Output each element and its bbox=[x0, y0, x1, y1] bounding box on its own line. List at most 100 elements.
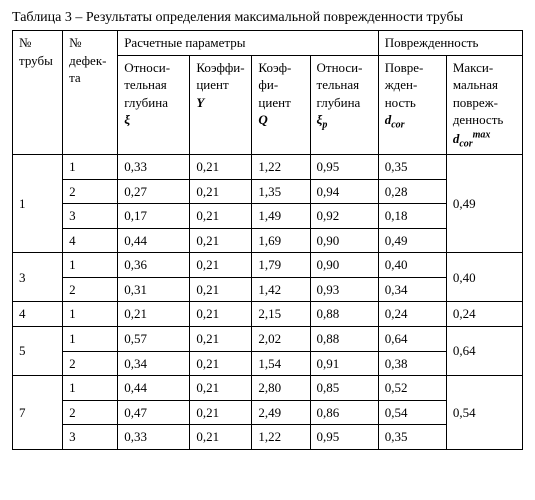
cell-dcor: 0,18 bbox=[378, 204, 446, 229]
col-defect-no: № дефек­та bbox=[63, 31, 118, 155]
cell-dcor: 0,52 bbox=[378, 376, 446, 401]
cell-defect-no: 1 bbox=[63, 253, 118, 278]
table-row: 30,170,211,490,920,18 bbox=[13, 204, 523, 229]
cell-q: 2,49 bbox=[252, 400, 310, 425]
cell-dcor: 0,49 bbox=[378, 228, 446, 253]
cell-y: 0,21 bbox=[190, 179, 252, 204]
col-max-damage: Макси­мальная повреж­денность dcormax bbox=[446, 55, 522, 155]
cell-defect-no: 1 bbox=[63, 302, 118, 327]
cell-xip: 0,85 bbox=[310, 376, 378, 401]
cell-xip: 0,91 bbox=[310, 351, 378, 376]
cell-y: 0,21 bbox=[190, 228, 252, 253]
cell-defect-no: 4 bbox=[63, 228, 118, 253]
cell-xi: 0,33 bbox=[118, 425, 190, 450]
cell-q: 1,79 bbox=[252, 253, 310, 278]
cell-xi: 0,21 bbox=[118, 302, 190, 327]
cell-y: 0,21 bbox=[190, 302, 252, 327]
cell-xi: 0,17 bbox=[118, 204, 190, 229]
table-row: 510,570,212,020,880,640,64 bbox=[13, 326, 523, 351]
cell-xi: 0,44 bbox=[118, 228, 190, 253]
cell-dcor: 0,24 bbox=[378, 302, 446, 327]
cell-pipe-no: 1 bbox=[13, 155, 63, 253]
cell-max-damage: 0,40 bbox=[446, 253, 522, 302]
cell-max-damage: 0,64 bbox=[446, 326, 522, 375]
colgroup-calc: Расчетные параметры bbox=[118, 31, 379, 56]
cell-defect-no: 3 bbox=[63, 425, 118, 450]
cell-dcor: 0,35 bbox=[378, 425, 446, 450]
col-rel-depth-p: Относи­тельная глуби­на ξp bbox=[310, 55, 378, 155]
cell-dcor: 0,35 bbox=[378, 155, 446, 180]
table-row: 110,330,211,220,950,350,49 bbox=[13, 155, 523, 180]
table-row: 310,360,211,790,900,400,40 bbox=[13, 253, 523, 278]
cell-pipe-no: 3 bbox=[13, 253, 63, 302]
cell-q: 1,22 bbox=[252, 425, 310, 450]
cell-defect-no: 2 bbox=[63, 179, 118, 204]
cell-xip: 0,95 bbox=[310, 155, 378, 180]
cell-q: 2,80 bbox=[252, 376, 310, 401]
cell-xi: 0,34 bbox=[118, 351, 190, 376]
cell-xip: 0,93 bbox=[310, 277, 378, 302]
cell-xip: 0,88 bbox=[310, 302, 378, 327]
cell-y: 0,21 bbox=[190, 425, 252, 450]
cell-defect-no: 1 bbox=[63, 376, 118, 401]
cell-defect-no: 2 bbox=[63, 351, 118, 376]
cell-y: 0,21 bbox=[190, 204, 252, 229]
cell-dcor: 0,54 bbox=[378, 400, 446, 425]
cell-dcor: 0,38 bbox=[378, 351, 446, 376]
cell-dcor: 0,40 bbox=[378, 253, 446, 278]
cell-xi: 0,27 bbox=[118, 179, 190, 204]
table-row: 40,440,211,690,900,49 bbox=[13, 228, 523, 253]
cell-q: 1,22 bbox=[252, 155, 310, 180]
cell-defect-no: 2 bbox=[63, 400, 118, 425]
cell-y: 0,21 bbox=[190, 376, 252, 401]
cell-defect-no: 1 bbox=[63, 326, 118, 351]
table-row: 20,340,211,540,910,38 bbox=[13, 351, 523, 376]
cell-q: 1,49 bbox=[252, 204, 310, 229]
col-coef-q: Коэф­фи­циент Q bbox=[252, 55, 310, 155]
cell-max-damage: 0,49 bbox=[446, 155, 522, 253]
table-row: 20,470,212,490,860,54 bbox=[13, 400, 523, 425]
cell-q: 1,69 bbox=[252, 228, 310, 253]
cell-xi: 0,44 bbox=[118, 376, 190, 401]
cell-q: 1,35 bbox=[252, 179, 310, 204]
cell-pipe-no: 7 bbox=[13, 376, 63, 450]
cell-xi: 0,33 bbox=[118, 155, 190, 180]
table-row: 20,270,211,350,940,28 bbox=[13, 179, 523, 204]
cell-defect-no: 3 bbox=[63, 204, 118, 229]
cell-dcor: 0,34 bbox=[378, 277, 446, 302]
cell-y: 0,21 bbox=[190, 155, 252, 180]
cell-defect-no: 1 bbox=[63, 155, 118, 180]
col-coef-y: Коэффи­циент Y bbox=[190, 55, 252, 155]
col-rel-depth: Относи­тельная глубина ξ bbox=[118, 55, 190, 155]
cell-q: 2,02 bbox=[252, 326, 310, 351]
cell-max-damage: 0,54 bbox=[446, 376, 522, 450]
table-row: 410,210,212,150,880,240,24 bbox=[13, 302, 523, 327]
cell-xip: 0,90 bbox=[310, 228, 378, 253]
col-pipe-no: № трубы bbox=[13, 31, 63, 155]
cell-xip: 0,94 bbox=[310, 179, 378, 204]
cell-dcor: 0,28 bbox=[378, 179, 446, 204]
cell-xi: 0,36 bbox=[118, 253, 190, 278]
table-caption: Таблица 3 – Результаты определения макси… bbox=[12, 10, 523, 26]
cell-q: 2,15 bbox=[252, 302, 310, 327]
table-row: 20,310,211,420,930,34 bbox=[13, 277, 523, 302]
cell-xip: 0,88 bbox=[310, 326, 378, 351]
cell-dcor: 0,64 bbox=[378, 326, 446, 351]
cell-q: 1,54 bbox=[252, 351, 310, 376]
cell-xip: 0,92 bbox=[310, 204, 378, 229]
cell-defect-no: 2 bbox=[63, 277, 118, 302]
cell-q: 1,42 bbox=[252, 277, 310, 302]
table-row: 710,440,212,800,850,520,54 bbox=[13, 376, 523, 401]
cell-y: 0,21 bbox=[190, 400, 252, 425]
colgroup-damage: Поврежденность bbox=[378, 31, 522, 56]
results-table: № трубы № дефек­та Расчетные параметры П… bbox=[12, 30, 523, 450]
cell-pipe-no: 5 bbox=[13, 326, 63, 375]
cell-xip: 0,95 bbox=[310, 425, 378, 450]
col-damage: Повре­жден­ность dcor bbox=[378, 55, 446, 155]
cell-pipe-no: 4 bbox=[13, 302, 63, 327]
cell-y: 0,21 bbox=[190, 351, 252, 376]
cell-xip: 0,86 bbox=[310, 400, 378, 425]
table-row: 30,330,211,220,950,35 bbox=[13, 425, 523, 450]
cell-xip: 0,90 bbox=[310, 253, 378, 278]
cell-xi: 0,47 bbox=[118, 400, 190, 425]
